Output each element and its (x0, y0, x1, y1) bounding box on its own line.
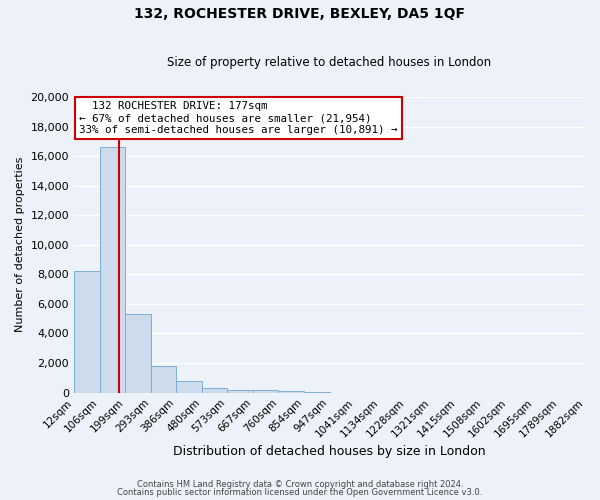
Y-axis label: Number of detached properties: Number of detached properties (15, 157, 25, 332)
Bar (278, 391, 304, 392)
Text: 132 ROCHESTER DRIVE: 177sqm  
← 67% of detached houses are smaller (21,954)
33% : 132 ROCHESTER DRIVE: 177sqm ← 67% of det… (79, 102, 398, 134)
Bar (100, 148, 125, 392)
Bar (227, 390, 253, 392)
Bar (125, 314, 151, 392)
Bar (202, 388, 227, 392)
Bar (151, 366, 176, 392)
Title: Size of property relative to detached houses in London: Size of property relative to detached ho… (167, 56, 491, 70)
Bar (74, 272, 100, 392)
Text: Contains HM Land Registry data © Crown copyright and database right 2024.: Contains HM Land Registry data © Crown c… (137, 480, 463, 489)
Bar (253, 390, 278, 392)
X-axis label: Distribution of detached houses by size in London: Distribution of detached houses by size … (173, 444, 486, 458)
Text: 132, ROCHESTER DRIVE, BEXLEY, DA5 1QF: 132, ROCHESTER DRIVE, BEXLEY, DA5 1QF (134, 8, 466, 22)
Bar (176, 380, 202, 392)
Text: Contains public sector information licensed under the Open Government Licence v3: Contains public sector information licen… (118, 488, 482, 497)
